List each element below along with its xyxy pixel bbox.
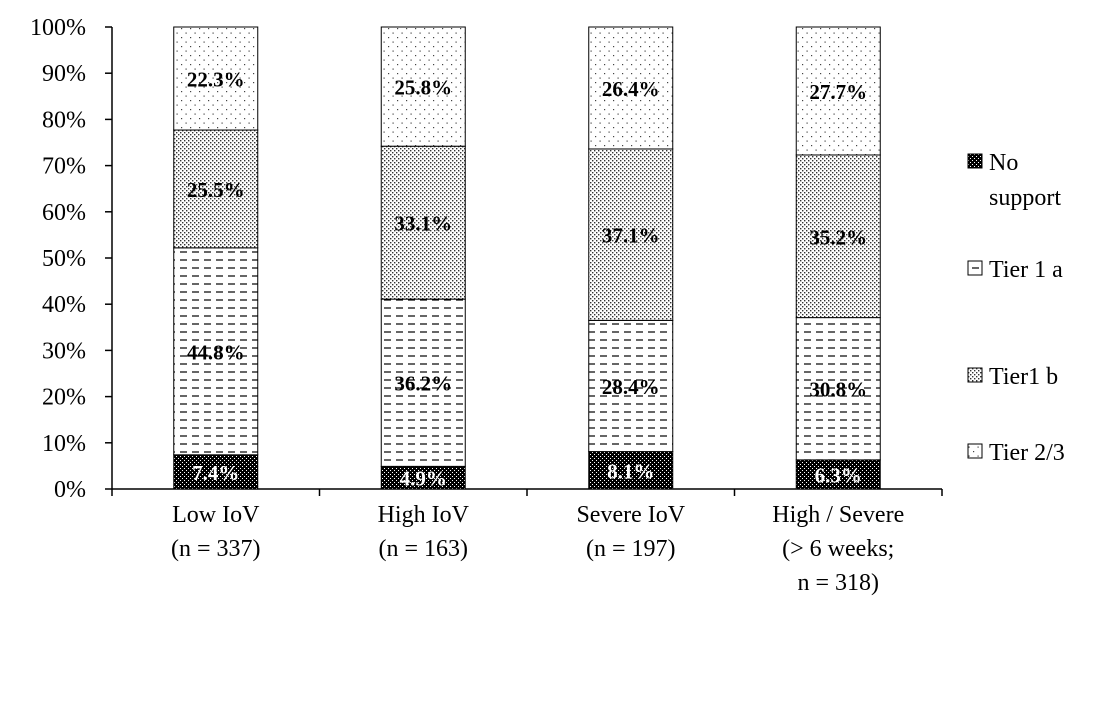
- data-label: 26.4%: [602, 77, 660, 101]
- y-tick-label: 0%: [54, 477, 86, 503]
- x-category-label: Low IoV: [172, 502, 260, 528]
- bar-segment: [380, 145, 466, 300]
- plot-area: 0% 10% 20% 30% 40% 50% 60% 70% 80% 90% 100% 7.4% 44.…: [30, 15, 943, 596]
- x-category-label: High / Severe: [772, 502, 904, 528]
- legend-label: Tier1 b: [989, 364, 1058, 390]
- bar-segment: [588, 26, 674, 150]
- x-category-label: (n = 197): [586, 536, 676, 562]
- y-tick-label: 80%: [42, 107, 86, 133]
- data-label: 37.1%: [602, 224, 660, 248]
- data-label: 6.3%: [815, 463, 862, 487]
- bar-segment: [380, 26, 466, 147]
- data-label: 36.2%: [394, 372, 452, 396]
- bar-segment: [588, 319, 674, 453]
- bar-segment: [380, 298, 466, 467]
- x-category-label: (n = 337): [171, 536, 261, 562]
- bar-segment: [795, 26, 881, 156]
- x-category-label: High IoV: [378, 502, 470, 528]
- legend-swatch: [967, 443, 983, 459]
- y-tick-label: 20%: [42, 385, 86, 411]
- bar-segment: [588, 451, 674, 490]
- data-label: 7.4%: [192, 461, 239, 485]
- y-tick-label: 10%: [42, 431, 86, 457]
- legend-label: Tier 1 a: [989, 257, 1063, 283]
- bar-segment: [173, 26, 259, 131]
- data-label: 44.8%: [187, 340, 245, 364]
- y-tick-label: 60%: [42, 200, 86, 226]
- data-label: 33.1%: [394, 212, 452, 236]
- x-category-label: (n = 163): [378, 536, 468, 562]
- legend-swatch: [967, 367, 983, 383]
- bar-segment: [795, 154, 881, 319]
- legend-label: support: [989, 185, 1061, 211]
- data-label: 8.1%: [607, 459, 654, 483]
- y-tick-label: 50%: [42, 246, 86, 272]
- data-label: 28.4%: [602, 375, 660, 399]
- legend-swatch: [967, 260, 983, 276]
- legend-label: Tier 2/3: [989, 440, 1065, 466]
- legend-swatch: [967, 153, 983, 169]
- y-tick-label: 30%: [42, 338, 86, 364]
- data-label: 4.9%: [400, 467, 447, 491]
- data-label: 35.2%: [809, 225, 867, 249]
- y-tick-label: 70%: [42, 154, 86, 180]
- x-category-label: n = 318): [797, 570, 879, 596]
- x-category-label: (> 6 weeks;: [782, 536, 894, 562]
- legend-label: No: [989, 150, 1018, 176]
- data-label: 25.5%: [187, 178, 245, 202]
- x-category-label: Severe IoV: [576, 502, 685, 528]
- data-label: 22.3%: [187, 68, 245, 92]
- data-label: 30.8%: [809, 378, 867, 402]
- data-label: 25.8%: [394, 76, 452, 100]
- bar-segment: [588, 148, 674, 321]
- y-tick-label: 90%: [42, 61, 86, 87]
- legend: No support Tier 1 a Tier1 b Tier 2/3: [967, 150, 1065, 466]
- y-tick-label: 40%: [42, 292, 86, 318]
- y-tick-label: 100%: [30, 15, 86, 41]
- data-label: 27.7%: [809, 80, 867, 104]
